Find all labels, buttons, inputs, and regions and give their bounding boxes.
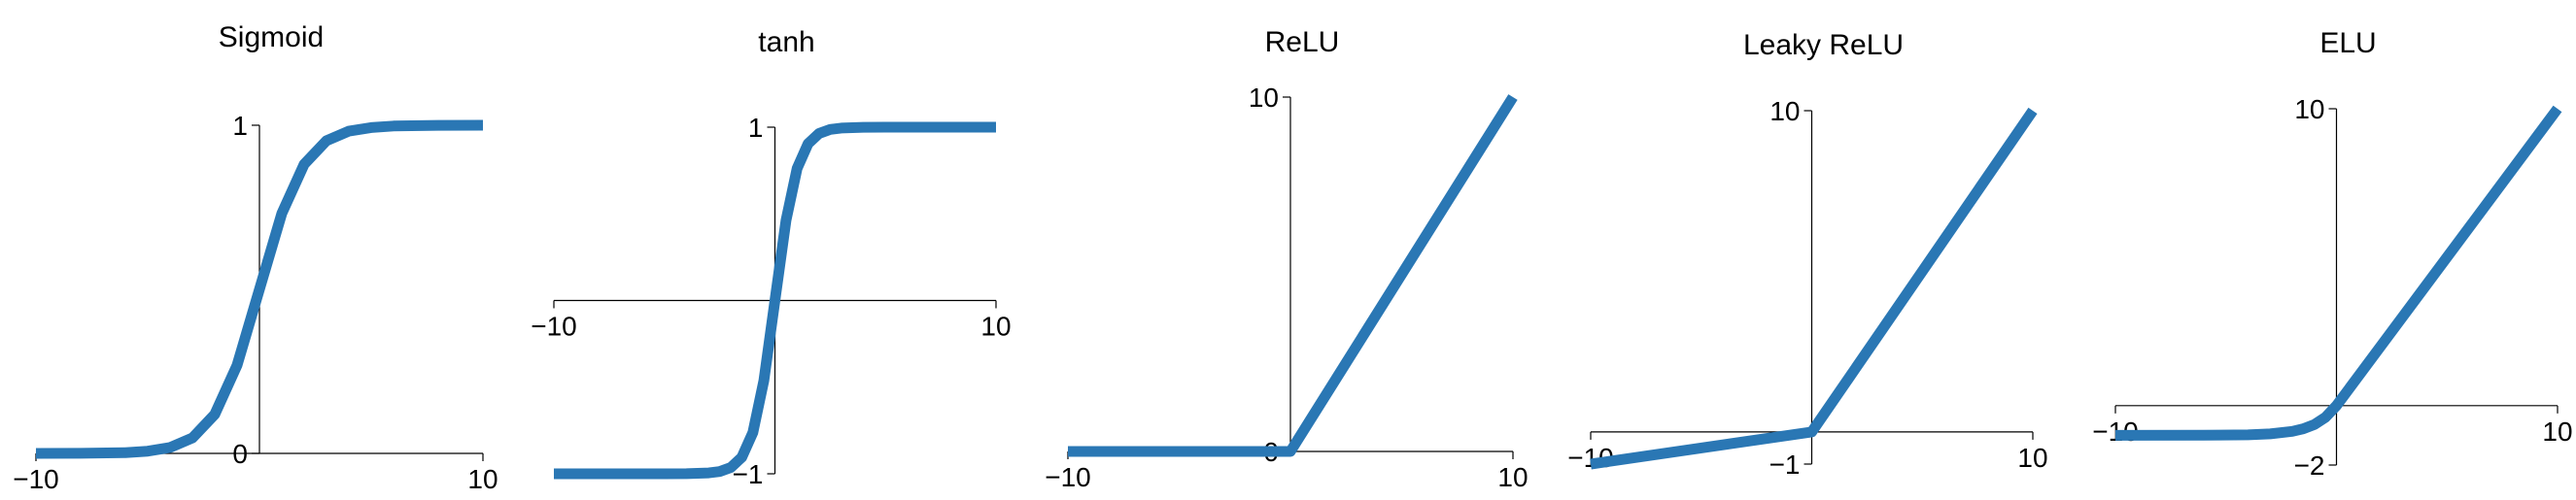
chart-title: ELU — [2319, 27, 2376, 59]
series-line — [1068, 94, 1518, 457]
subplot-tanh: tanh−10 10−11 — [531, 26, 1011, 489]
x-tick-label: 10 — [980, 312, 1011, 342]
x-tick-label: 10 — [1497, 462, 1528, 492]
x-tick-label: 10 — [2017, 443, 2047, 473]
y-tick-label: −1 — [1769, 450, 1801, 480]
y-tick-label: 10 — [1769, 96, 1800, 126]
y-tick-label: 0 — [232, 439, 248, 469]
subplot-sigmoid: Sigmoid −10 10 0 1 — [13, 21, 498, 494]
chart-title: Leaky ReLU — [1743, 29, 1904, 61]
series-line — [35, 119, 484, 459]
x-tick-label: −10 — [1045, 462, 1091, 492]
y-tick-label: −2 — [2294, 450, 2325, 481]
chart-title: ReLU — [1265, 26, 1340, 58]
y-tick-label: 10 — [2294, 94, 2324, 124]
y-tick-label: 1 — [232, 111, 248, 141]
subplot-elu: ELU−10 10−210 — [2092, 27, 2572, 481]
y-tick-label: 10 — [1249, 83, 1279, 113]
x-tick-label: −10 — [13, 464, 59, 494]
chart-title: Sigmoid — [219, 21, 324, 53]
x-tick-label: −10 — [531, 312, 577, 342]
series-line — [2114, 105, 2562, 441]
x-tick-label: 10 — [467, 464, 498, 494]
chart-title: tanh — [758, 26, 814, 58]
x-tick-label: 10 — [2542, 417, 2572, 447]
y-tick-label: 1 — [748, 113, 764, 143]
subplot-leaky-relu: Leaky ReLU−10 10−110 — [1567, 29, 2047, 480]
series-line — [554, 121, 996, 480]
series-line — [1590, 107, 2038, 470]
